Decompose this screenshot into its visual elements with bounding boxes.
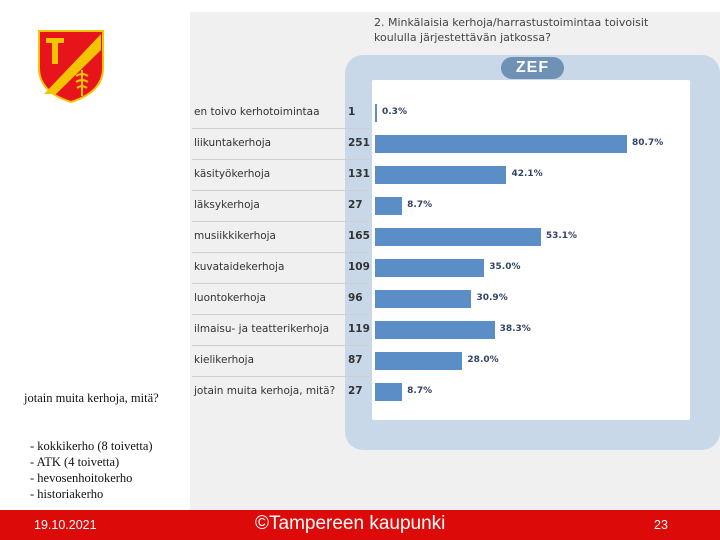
row-divider (192, 252, 370, 253)
response-count: 87 (348, 354, 363, 366)
footer-bar: 19.10.2021 ©Tampereen kaupunki 23 (0, 510, 720, 540)
category-label: käsityökerhoja (194, 168, 271, 180)
value-label: 80.7% (632, 138, 664, 148)
list-item: - kokkikerho (8 toivetta) (30, 439, 153, 453)
list-item: - hevosenhoitokerho (30, 471, 133, 485)
other-clubs-heading: jotain muita kerhoja, mitä? (24, 391, 159, 405)
value-label: 35.0% (489, 262, 521, 272)
response-count: 165 (348, 230, 370, 242)
bar (375, 352, 463, 370)
row-divider (192, 221, 370, 222)
tampere-crest-icon (38, 30, 104, 104)
response-count: 109 (348, 261, 370, 273)
row-divider (192, 376, 370, 377)
bar (375, 383, 403, 401)
value-label: 38.3% (499, 324, 531, 334)
category-label: luontokerhoja (194, 292, 266, 304)
footer-copyright: ©Tampereen kaupunki (255, 513, 446, 534)
category-label: musiikkikerhoja (194, 230, 276, 242)
value-label: 0.3% (382, 107, 407, 117)
bar (375, 135, 627, 153)
response-count: 27 (348, 385, 363, 397)
question-text: 2. Minkälaisia kerhoja/harrastustoiminta… (374, 15, 674, 45)
category-label: läksykerhoja (194, 199, 260, 211)
bar (375, 228, 541, 246)
value-label: 53.1% (545, 231, 578, 241)
category-label: ilmaisu- ja teatterikerhoja (194, 323, 330, 335)
category-label: en toivo kerhotoimintaa (194, 106, 320, 118)
row-divider (192, 159, 370, 160)
bar (375, 259, 485, 277)
page-number: 23 (654, 518, 668, 532)
row-divider (192, 283, 370, 284)
question-line-2: koululla järjestettävän jatkossa? (374, 31, 551, 44)
response-count: 96 (348, 292, 363, 304)
bar (375, 321, 495, 339)
category-label: liikuntakerhoja (194, 137, 272, 149)
zef-badge: ZEF (501, 57, 564, 79)
value-label: 8.7% (407, 200, 433, 210)
value-label: 30.9% (476, 293, 508, 303)
value-label: 28.0% (467, 355, 499, 365)
response-count: 1 (348, 106, 356, 118)
category-label: kuvataidekerhoja (194, 261, 285, 273)
question-line-1: 2. Minkälaisia kerhoja/harrastustoiminta… (374, 16, 649, 29)
footer-date: 19.10.2021 (34, 518, 97, 532)
response-count: 119 (348, 323, 370, 335)
bar (375, 290, 472, 308)
response-count: 131 (348, 168, 370, 180)
value-label: 42.1% (511, 169, 543, 179)
value-label: 8.7% (407, 386, 433, 396)
other-clubs-list: - kokkikerho (8 toivetta) - ATK (4 toive… (30, 438, 200, 502)
list-item: - ATK (4 toivetta) (30, 455, 120, 469)
response-count: 27 (348, 199, 363, 211)
row-divider (192, 345, 370, 346)
category-label: jotain muita kerhoja, mitä? (194, 385, 336, 397)
row-divider (192, 314, 370, 315)
bar (375, 104, 377, 122)
category-label: kielikerhoja (194, 354, 255, 366)
response-count: 251 (348, 137, 370, 149)
row-divider (192, 128, 370, 129)
row-divider (192, 190, 370, 191)
list-item: - historiakerho (30, 487, 104, 501)
bar (375, 197, 403, 215)
bar (375, 166, 507, 184)
